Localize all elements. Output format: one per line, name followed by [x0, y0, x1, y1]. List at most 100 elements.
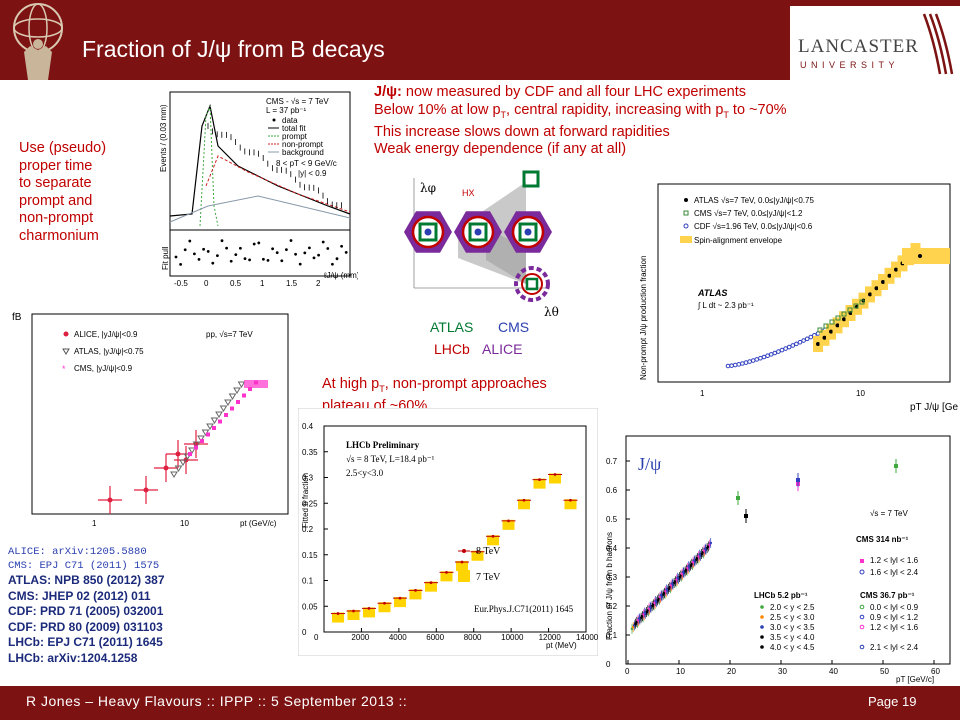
pull-point: [183, 248, 187, 252]
lhcb-ytick-label: 0.05: [302, 602, 318, 611]
lhcb-7tev-box: [363, 607, 375, 618]
top-line-4: Weak energy dependence (if any at all): [374, 141, 627, 158]
atlas-point: [197, 435, 205, 442]
atlas-square: [418, 222, 438, 242]
lhcb-ytick-label: 0.35: [302, 448, 318, 457]
atlas-point: [829, 329, 833, 334]
atlas-point: [894, 267, 898, 272]
fraction-point: [709, 541, 712, 545]
ref-cms-epj: CMS: EPJ C71 (2011) 1575: [8, 560, 160, 572]
lhcb-legend-item: 3.0 < y < 3.5: [770, 623, 815, 632]
atlas-lumi: ∫ L dt ~ 2.3 pb⁻¹: [697, 301, 754, 310]
cms-legend-item: 2.1 < lyl < 2.4: [870, 643, 919, 652]
lhcb-legend-item: 7 TeV: [476, 572, 501, 583]
cms-fit-legend-head: L = 37 pb⁻¹: [266, 106, 307, 115]
cms-dot: [524, 228, 532, 236]
cms-point: [212, 426, 216, 430]
lhcb-8tev-point: [367, 607, 371, 610]
atlas-ylabel: Non-prompt J/ψ production fraction: [639, 256, 648, 380]
atlas-point: [219, 405, 228, 412]
atlas-point: [816, 342, 820, 346]
cms-point: [847, 307, 853, 313]
top-line-3: This increase slows down at forward rapi…: [374, 123, 670, 140]
lhcb-ytick-label: 0.15: [302, 551, 318, 560]
pull-point: [193, 252, 196, 256]
pull-point: [257, 241, 261, 245]
cms-lhcb-fraction-figure: Fraction of J/ψ from b hadrons J/ψ √s = …: [598, 430, 956, 684]
cdf-point: [808, 334, 814, 340]
fraction-point: [648, 605, 652, 609]
ref-item: LHCb: EPJ C71 (2011) 1645: [8, 635, 163, 649]
cms-fit-xtick: 0.5: [230, 279, 242, 288]
cms-lhcb-ylabel: Fraction of J/ψ from b hadrons: [605, 532, 614, 640]
fraction-point: [687, 564, 690, 568]
lhcb-8tev-point: [491, 534, 495, 538]
cdf-point: [779, 347, 785, 353]
lhcb-8tev-point: [429, 581, 433, 585]
lhcb-8tev-point: [553, 473, 557, 476]
lhcb-7tev-box: [471, 550, 484, 561]
fraction-point: [681, 570, 685, 574]
lhcb-text: √s = 8 TeV, L=18.4 pb⁻¹: [346, 454, 435, 464]
left-line: prompt and: [19, 192, 93, 209]
cms-lhcb-legends: 2.0 < y < 2.52.5 < y < 3.03.0 < y < 3.53…: [760, 603, 919, 652]
cms-lhcb-data-points: [630, 459, 898, 634]
cms-point: [248, 387, 252, 391]
cms-lhcb-xlabel: pT [GeV/c]: [896, 675, 934, 684]
ref-item: CMS: JHEP 02 (2012) 011: [8, 588, 151, 603]
pull-point: [312, 256, 316, 260]
cms-lhcb-ytick-label: 0.3: [606, 573, 618, 582]
detector-hexagons: [404, 211, 552, 253]
fraction-point: [665, 588, 668, 591]
footer-bar: [0, 686, 960, 720]
cdf-point: [776, 349, 781, 354]
atlas-xlabel: pT J/ψ [GeV]: [910, 402, 958, 413]
lhcb-xticks: 0 2000 4000 6000 8000 10000 12000 14000: [314, 628, 598, 642]
cms-point: [244, 380, 268, 388]
cms-point: [841, 311, 847, 317]
atlas-legend-item: CDF √s=1.96 TeV, 0.0≤|yJ/ψ|<0.6: [694, 222, 813, 231]
alice-legend-item: ALICE, |yJ/ψ|<0.9: [74, 330, 138, 339]
pull-point: [229, 259, 233, 263]
pull-point: [298, 262, 302, 266]
cdf-point: [794, 341, 799, 347]
alice-data-points: [98, 380, 268, 514]
cms-lhcb-ytick-label: 0.7: [606, 457, 618, 466]
ref-alice: ALICE: arXiv:1205.5880: [8, 546, 147, 558]
atlas-point: [188, 447, 196, 454]
cms-lhcb-ytick-label: 0.1: [606, 631, 618, 640]
lhcb-xtick-label: 10000: [501, 633, 524, 642]
cms-fit-cut: 8 < pT < 9 GeV/c: [276, 159, 337, 168]
cms-legend-marker: [859, 604, 865, 610]
atlas-point: [179, 459, 187, 466]
cdf-point: [783, 346, 788, 351]
lhcb-ytick-label: 0.4: [302, 422, 314, 431]
alice-label: ALICE: [482, 341, 522, 357]
lhcb-legend-marker: [760, 615, 764, 619]
spin-envelope: [902, 248, 950, 264]
lhcb-7tev-box: [332, 612, 344, 623]
alice-point: [107, 497, 113, 503]
cdf-point: [804, 336, 810, 342]
cms-legend-marker: [859, 624, 865, 630]
lhcb-7tev-box: [518, 499, 530, 510]
atlas-legend-item: Spin-alignment envelope: [694, 236, 783, 245]
alice-legend-item: CMS, |yJ/ψ|<0.9: [74, 364, 133, 373]
left-line: to separate: [19, 175, 92, 191]
lhcb-xtick-label: 4000: [389, 633, 407, 642]
left-description: Use (pseudo) proper time to separate pro…: [19, 140, 144, 245]
alice-xtick: 10: [180, 519, 189, 528]
cms-point: [188, 452, 192, 456]
cdf-point: [790, 343, 796, 348]
ref-item: ATLAS: NPB 850 (2012) 387: [8, 573, 165, 587]
alice-legend-item: ATLAS, |yJ/ψ|<0.75: [74, 347, 144, 356]
lancaster-logo: LANCASTER UNIVERSITY: [790, 6, 960, 80]
cdf-point: [797, 339, 803, 345]
lhcb-xlabel: pt (MeV): [546, 641, 577, 650]
pull-point: [266, 259, 270, 262]
lhcb-8tev-point: [352, 609, 355, 613]
pull-point: [317, 253, 320, 257]
left-line: non-prompt: [19, 210, 94, 226]
atlas-point: [881, 280, 885, 284]
atlas-xtick: 10: [856, 389, 865, 398]
